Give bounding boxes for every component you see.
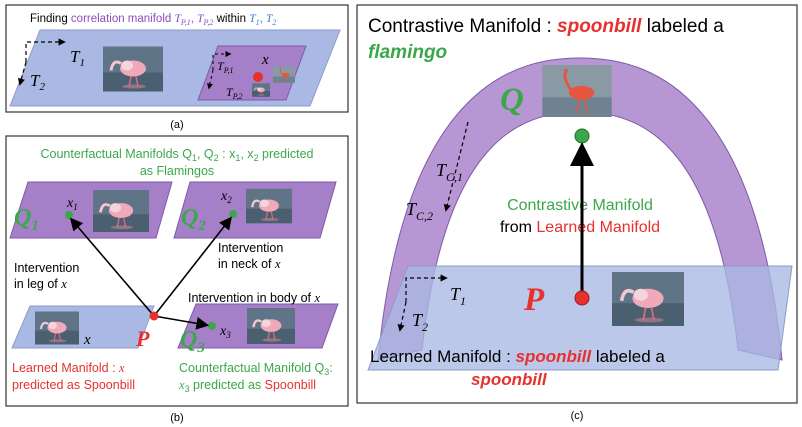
label-x3: x3 [219,324,231,340]
label-t2: T2 [30,71,45,93]
label-tc1: TC,1 [436,160,463,184]
cf-title-line1: Counterfactual Manifolds Q1, Q2 : x1, x2… [41,147,314,163]
body-intervention-label: Intervention in body of x [188,291,320,305]
axis-t1-arrow-c [405,274,448,302]
leg-intervention-line2: in leg of x [14,277,67,291]
panel-a-title: Finding correlation manifold TP,1, TP,2 … [30,13,276,27]
label-x: x [261,52,269,68]
point-p [574,290,590,306]
learned-spoonbill-photo [35,310,79,346]
point-p [149,311,159,321]
panel-b: Counterfactual Manifolds Q1, Q2 : x1, x2… [5,135,349,424]
q2-spoonbill-photo [246,187,292,225]
spoonbill-photo [103,44,163,94]
cf3-line2: x3 predicted as Spoonbill [178,378,316,394]
arrow-to-x3 [153,315,210,330]
panel-c-title-line2: flamingo [368,42,447,63]
q1-spoonbill-photo [93,188,149,234]
point-x-marker [253,72,263,82]
label-t2-c: T2 [412,310,428,334]
learned-manifold-line2: predicted as Spoonbill [12,378,135,392]
label-q1: Q1 [14,205,39,234]
caption-b: (b) [170,412,183,424]
q3-spoonbill-photo [246,308,296,344]
axis-t2-arrow [17,61,27,86]
flamingo-photo-small [273,66,295,83]
panel-b-border [5,135,349,407]
label-q2: Q2 [181,205,206,234]
contrastive-from-learned-line1: Contrastive Manifold [507,197,653,214]
learned-manifold-plane-c [367,265,793,371]
panel-a: Finding correlation manifold TP,1, TP,2 … [5,4,349,131]
panel-c: Contrastive Manifold : spoonbill labeled… [356,4,798,422]
cf-title-line2: as Flamingos [140,164,214,178]
learned-manifold-line1: Learned Manifold : x [12,361,125,375]
correlation-manifold-plane [197,45,307,101]
cf3-line1: Counterfactual Manifold Q3: [179,361,333,377]
flamingo-photo [541,65,613,117]
arrow-to-x2 [153,216,232,317]
point-q [574,128,590,144]
panel-c-title-line1: Contrastive Manifold : spoonbill labeled… [368,16,724,37]
label-t1-c: T1 [450,284,466,308]
leg-intervention-line1: Intervention [14,261,79,275]
label-x2: x2 [220,189,232,205]
label-t1: T1 [70,47,85,69]
learned-manifold-plane [11,305,155,349]
point-x1 [65,211,73,219]
label-q: Q [500,82,524,118]
arrow-to-x1 [69,217,155,317]
caption-c: (c) [571,410,584,422]
spoonbill-photo [612,272,684,326]
point-x3 [208,322,216,330]
axis-t2-arrow-c [397,301,407,332]
label-tp2: TP,2 [226,85,243,101]
label-q3: Q3 [180,327,205,356]
neck-intervention-line2: in neck of x [218,257,281,271]
learned-manifold-label-line2: spoonbill [471,370,548,389]
spoonbill-photo-small [252,83,270,97]
learned-manifold-label-line1: Learned Manifold : spoonbill labeled a [370,347,665,366]
neck-intervention-line1: Intervention [218,241,283,255]
label-x1: x1 [66,196,78,212]
label-p: P [523,282,545,318]
label-tp1: TP,1 [217,59,234,75]
axis-tc1-arrow [443,121,469,212]
label-tc2: TC,2 [406,199,433,223]
axis-t1-arrow [25,38,66,62]
caption-a: (a) [170,119,183,131]
contrastive-from-learned-line2: from Learned Manifold [500,219,660,236]
label-p: P [135,326,150,351]
label-x: x [83,332,91,348]
point-x2 [229,210,237,218]
